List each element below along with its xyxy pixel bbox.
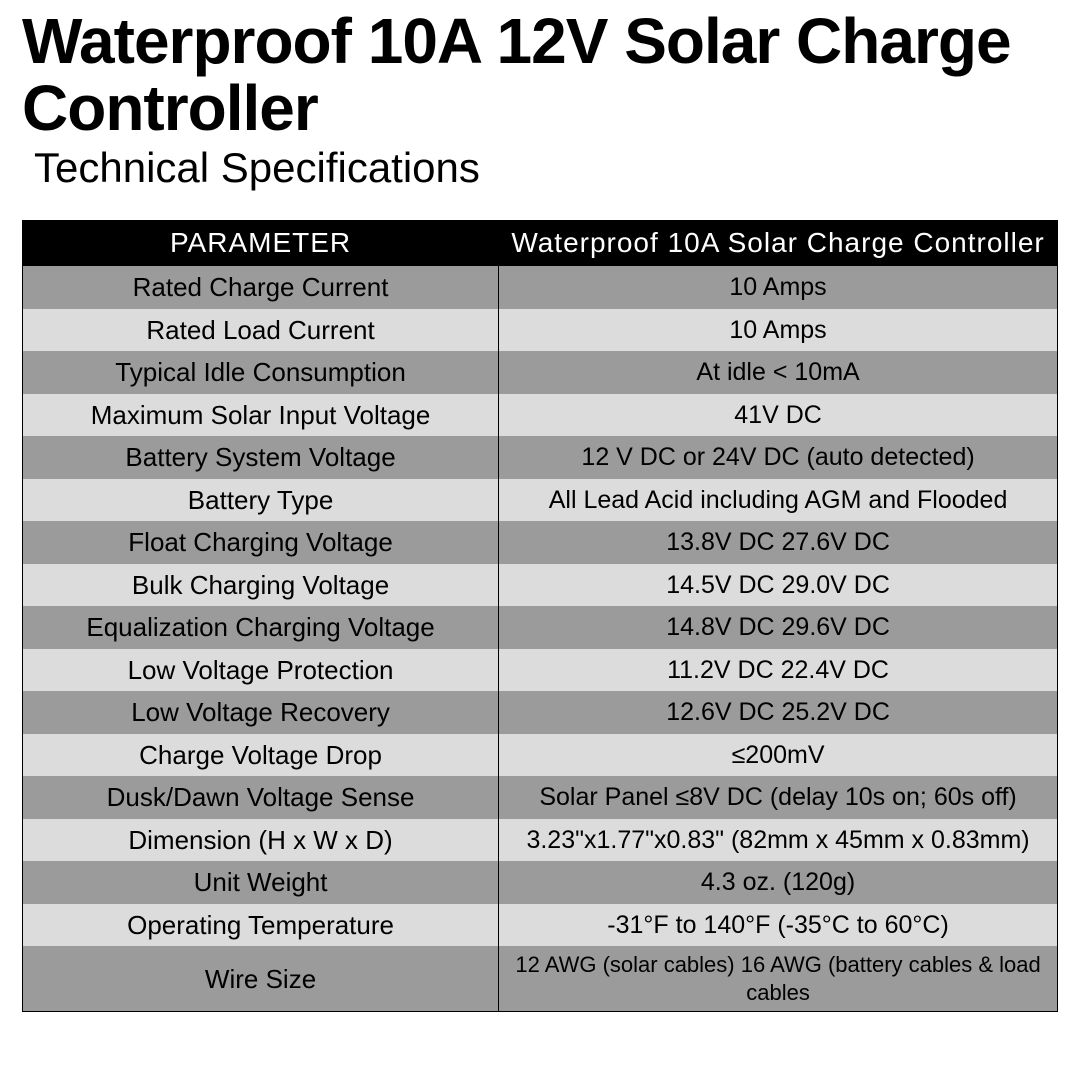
cell-value: 11.2V DC 22.4V DC [499,649,1058,692]
cell-value: 14.8V DC 29.6V DC [499,606,1058,649]
table-row: Unit Weight4.3 oz. (120g) [23,861,1058,904]
table-row: Battery System Voltage12 V DC or 24V DC … [23,436,1058,479]
cell-parameter: Low Voltage Recovery [23,691,499,734]
cell-parameter: Low Voltage Protection [23,649,499,692]
table-row: Dusk/Dawn Voltage SenseSolar Panel ≤8V D… [23,776,1058,819]
cell-value: 41V DC [499,394,1058,437]
table-row: Charge Voltage Drop≤200mV [23,734,1058,777]
cell-parameter: Dimension (H x W x D) [23,819,499,862]
cell-parameter: Float Charging Voltage [23,521,499,564]
table-row: Battery TypeAll Lead Acid including AGM … [23,479,1058,522]
table-row: Low Voltage Protection11.2V DC 22.4V DC [23,649,1058,692]
table-row: Float Charging Voltage13.8V DC 27.6V DC [23,521,1058,564]
table-header-row: PARAMETER Waterproof 10A Solar Charge Co… [23,221,1058,266]
cell-parameter: Rated Load Current [23,309,499,352]
table-row: Equalization Charging Voltage14.8V DC 29… [23,606,1058,649]
cell-value: 13.8V DC 27.6V DC [499,521,1058,564]
table-row: Rated Load Current10 Amps [23,309,1058,352]
page-subtitle: Technical Specifications [34,144,1058,192]
cell-value: 12 V DC or 24V DC (auto detected) [499,436,1058,479]
cell-value: ≤200mV [499,734,1058,777]
cell-parameter: Bulk Charging Voltage [23,564,499,607]
table-row: Wire Size12 AWG (solar cables) 16 AWG (b… [23,946,1058,1012]
cell-parameter: Charge Voltage Drop [23,734,499,777]
cell-parameter: Wire Size [23,946,499,1012]
table-row: Typical Idle ConsumptionAt idle < 10mA [23,351,1058,394]
table-row: Operating Temperature-31°F to 140°F (-35… [23,904,1058,947]
cell-value: 10 Amps [499,309,1058,352]
spec-table: PARAMETER Waterproof 10A Solar Charge Co… [22,220,1058,1012]
cell-value: Solar Panel ≤8V DC (delay 10s on; 60s of… [499,776,1058,819]
table-row: Bulk Charging Voltage14.5V DC 29.0V DC [23,564,1058,607]
cell-value: 3.23"x1.77"x0.83" (82mm x 45mm x 0.83mm) [499,819,1058,862]
cell-value: -31°F to 140°F (-35°C to 60°C) [499,904,1058,947]
table-row: Maximum Solar Input Voltage41V DC [23,394,1058,437]
cell-parameter: Typical Idle Consumption [23,351,499,394]
cell-parameter: Maximum Solar Input Voltage [23,394,499,437]
table-row: Low Voltage Recovery12.6V DC 25.2V DC [23,691,1058,734]
table-row: Rated Charge Current10 Amps [23,266,1058,309]
cell-parameter: Battery Type [23,479,499,522]
header-parameter: PARAMETER [23,221,499,266]
cell-parameter: Dusk/Dawn Voltage Sense [23,776,499,819]
cell-value: At idle < 10mA [499,351,1058,394]
cell-value: 10 Amps [499,266,1058,309]
cell-parameter: Equalization Charging Voltage [23,606,499,649]
cell-parameter: Rated Charge Current [23,266,499,309]
table-row: Dimension (H x W x D)3.23"x1.77"x0.83" (… [23,819,1058,862]
cell-value: 12.6V DC 25.2V DC [499,691,1058,734]
cell-parameter: Unit Weight [23,861,499,904]
cell-value: All Lead Acid including AGM and Flooded [499,479,1058,522]
cell-parameter: Battery System Voltage [23,436,499,479]
header-value: Waterproof 10A Solar Charge Controller [499,221,1058,266]
page-title: Waterproof 10A 12V Solar Charge Controll… [22,8,1058,142]
cell-value: 14.5V DC 29.0V DC [499,564,1058,607]
cell-value: 4.3 oz. (120g) [499,861,1058,904]
cell-value: 12 AWG (solar cables) 16 AWG (battery ca… [499,946,1058,1012]
cell-parameter: Operating Temperature [23,904,499,947]
